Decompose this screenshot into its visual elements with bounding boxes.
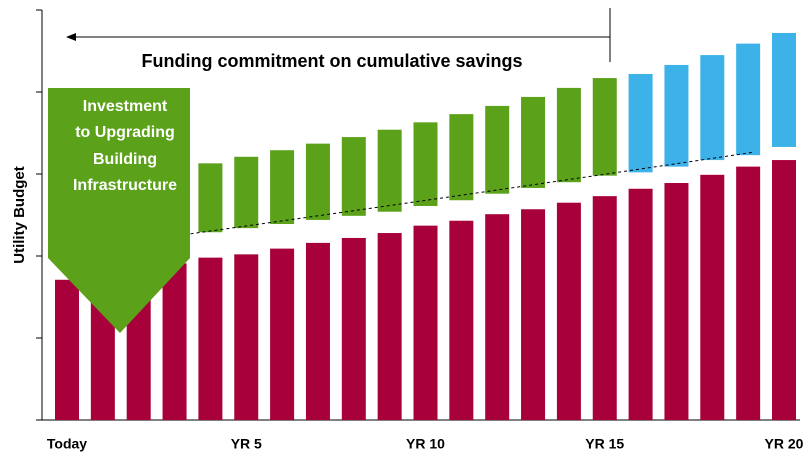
range-bar [556, 87, 581, 183]
bar [413, 225, 438, 420]
x-tick-label: Today [47, 436, 87, 452]
overlay: Investment to Upgrading Building Infrast… [48, 8, 756, 333]
bar [521, 209, 546, 420]
range-bar [377, 129, 402, 212]
x-tick-label: YR 15 [585, 436, 624, 452]
annotation: Funding commitment on cumulative savings [141, 51, 522, 71]
x-tick-label: YR 20 [765, 436, 804, 452]
bar [55, 279, 79, 420]
bar [556, 202, 581, 420]
bar [664, 183, 689, 420]
annotation: Investment [83, 98, 168, 115]
annotation: Building [93, 151, 157, 168]
range-bar [772, 32, 796, 147]
bar [700, 174, 725, 420]
bar [377, 233, 402, 420]
annotation: Infrastructure [73, 177, 177, 194]
bar [772, 160, 796, 420]
bar [736, 166, 761, 420]
range-bar [628, 73, 653, 173]
range-bar [198, 163, 223, 233]
arrow-head [66, 33, 76, 41]
range-bar [270, 150, 295, 225]
range-bar [413, 122, 438, 206]
range-bar [234, 156, 259, 229]
range-bar [305, 143, 330, 220]
bar [628, 188, 653, 420]
x-tick-label: YR 5 [231, 436, 262, 452]
annotation: to Upgrading [75, 124, 175, 141]
range-bar [736, 43, 761, 156]
bar [592, 196, 617, 420]
bar [305, 242, 330, 420]
x-tick-label: YR 10 [406, 436, 445, 452]
bar [198, 257, 223, 420]
range-bar [341, 137, 366, 216]
range-bar [592, 78, 617, 176]
investment-arrow [48, 88, 190, 333]
bar [485, 214, 510, 420]
bar [341, 237, 366, 420]
range-bar [485, 105, 510, 194]
range-bar [664, 64, 689, 167]
bar [234, 254, 259, 420]
range-bar [449, 114, 474, 201]
range-bar [700, 55, 725, 161]
y-axis-label: Utility Budget [11, 166, 28, 264]
bar [162, 263, 187, 420]
bar [449, 220, 474, 420]
range-bar [521, 96, 546, 188]
bar [270, 248, 295, 420]
